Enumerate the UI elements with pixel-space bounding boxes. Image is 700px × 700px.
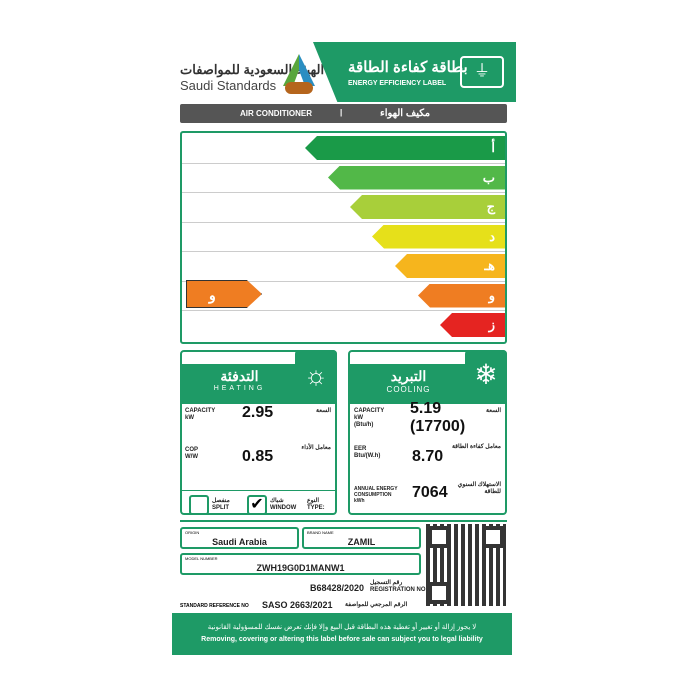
heating-panel: التدفئة HEATING ☼ CAPACITY kW 2.95 السعة … bbox=[180, 350, 337, 515]
heating-capacity-label: CAPACITY bbox=[185, 408, 216, 414]
annual-label-ar: الاستهلاك السنوي للطاقة bbox=[457, 482, 501, 495]
row-divider bbox=[182, 221, 505, 223]
legal-footer: لا يجوز إزالة أو تغيير أو تغطية هذه البط… bbox=[172, 613, 512, 655]
sun-icon: ☼ bbox=[295, 350, 337, 404]
brand-value: ZAMIL bbox=[347, 537, 376, 547]
cooling-capacity-unit-btu: (Btu/h) bbox=[354, 422, 374, 428]
cooling-capacity-label: CAPACITY bbox=[354, 408, 385, 414]
row-divider bbox=[182, 162, 505, 164]
org-name-en: Saudi Standards bbox=[180, 78, 277, 93]
row-divider bbox=[182, 251, 505, 252]
heating-title-en: HEATING bbox=[213, 385, 266, 392]
eer-label-ar: معامل كفاءة الطاقة bbox=[451, 444, 501, 450]
current-rating-indicator: و bbox=[186, 280, 262, 308]
origin-field: ORIGIN Saudi Arabia bbox=[180, 527, 299, 549]
registration-label-ar: رقم التسجيل bbox=[370, 580, 403, 586]
product-bar: AIR CONDITIONER | مكيف الهواء bbox=[180, 104, 507, 123]
origin-label: ORIGIN bbox=[185, 530, 200, 535]
heating-title-ar: التدفئة bbox=[220, 368, 259, 384]
registration-value: B68428/2020 bbox=[310, 583, 365, 593]
type-label: TYPE: bbox=[307, 505, 325, 511]
row-divider bbox=[182, 310, 505, 311]
heating-cop-value: 0.85 bbox=[242, 448, 274, 465]
model-field: MODEL NUMBER ZWH19G0D1MANW1 bbox=[180, 553, 421, 575]
cooling-title-en: COOLING bbox=[386, 385, 431, 394]
split-label-ar: منفصل bbox=[212, 498, 230, 504]
standard-value: SASO 2663/2021 bbox=[262, 600, 333, 610]
annual-value: 7064 bbox=[412, 484, 448, 501]
model-value: ZWH19G0D1MANW1 bbox=[256, 563, 345, 573]
snowflake-icon: ❄ bbox=[465, 350, 507, 404]
cooling-capacity-btu: (17700) bbox=[410, 418, 466, 435]
rating-arrow: و bbox=[418, 283, 505, 308]
label-title-en: ENERGY EFFICIENCY LABEL bbox=[348, 80, 447, 87]
cooling-panel: التبريد COOLING ❄ CAPACITY kW (Btu/h) 5.19… bbox=[348, 350, 507, 515]
origin-value: Saudi Arabia bbox=[212, 537, 267, 547]
rating-arrow: هـ bbox=[395, 254, 505, 278]
org-name-ar: الهيئة السعودية للمواصفات bbox=[180, 62, 325, 77]
heating-cop-unit: W/W bbox=[185, 454, 198, 460]
heating-capacity-label-ar: السعة bbox=[316, 408, 331, 414]
header-banner bbox=[313, 42, 516, 102]
rating-arrow: ج bbox=[350, 195, 505, 219]
window-label: WINDOW bbox=[270, 505, 297, 511]
annual-label: ANNUAL ENERGY CONSUMPTION bbox=[354, 486, 398, 498]
footer-en: Removing, covering or altering this labe… bbox=[201, 636, 483, 643]
split-checkbox[interactable] bbox=[189, 495, 209, 515]
registration-label: REGISTRATION NO bbox=[370, 587, 426, 593]
separator: | bbox=[340, 108, 343, 117]
model-label: MODEL NUMBER bbox=[185, 556, 218, 561]
qr-code[interactable] bbox=[426, 524, 506, 606]
label-title-ar: بطاقة كفاءة الطاقة bbox=[348, 59, 468, 76]
rating-arrow: أ bbox=[305, 136, 505, 160]
eer-value: 8.70 bbox=[412, 448, 444, 465]
window-label-ar: شباك bbox=[270, 498, 284, 504]
brand-label: BRAND NAME bbox=[307, 530, 334, 535]
cooling-capacity-label-ar: السعة bbox=[486, 408, 501, 414]
cooling-capacity-value: 5.19 bbox=[410, 400, 442, 417]
brand-field: BRAND NAME ZAMIL bbox=[302, 527, 421, 549]
rating-arrow: ز bbox=[440, 313, 505, 337]
heating-capacity-unit: kW bbox=[185, 415, 194, 421]
standard-label: STANDARD REFERENCE NO bbox=[180, 603, 249, 609]
product-ar: مكيف الهواء bbox=[380, 108, 431, 119]
rating-scale bbox=[180, 131, 507, 344]
cooling-capacity-unit: kW bbox=[354, 415, 363, 421]
divider bbox=[180, 520, 507, 522]
eer-label: EER bbox=[354, 446, 367, 452]
heating-cop-label-ar: معامل الأداء bbox=[301, 445, 331, 451]
split-label: SPLIT bbox=[212, 505, 230, 511]
rating-arrow: د bbox=[372, 224, 505, 249]
plug-icon: ⏚ bbox=[460, 56, 504, 88]
footer-ar: لا يجوز إزالة أو تغيير أو تغطية هذه البط… bbox=[207, 624, 477, 631]
heating-capacity-value: 2.95 bbox=[242, 404, 274, 421]
cooling-title-ar: التبريد bbox=[390, 368, 427, 384]
standard-label-ar: الرقم المرجعي للمواصفة bbox=[345, 602, 408, 608]
annual-unit: kWh bbox=[354, 498, 365, 504]
window-checkbox[interactable]: ✔ bbox=[247, 495, 267, 515]
eer-unit: Btu/(W.h) bbox=[354, 453, 381, 459]
saso-logo bbox=[283, 54, 315, 94]
product-en: AIR CONDITIONER bbox=[240, 109, 312, 118]
row-divider bbox=[182, 192, 505, 193]
row-divider bbox=[182, 280, 505, 282]
type-label-ar: النوع bbox=[307, 498, 319, 504]
heating-cop-label: COP bbox=[185, 447, 199, 453]
rating-arrow: ب bbox=[328, 165, 505, 190]
